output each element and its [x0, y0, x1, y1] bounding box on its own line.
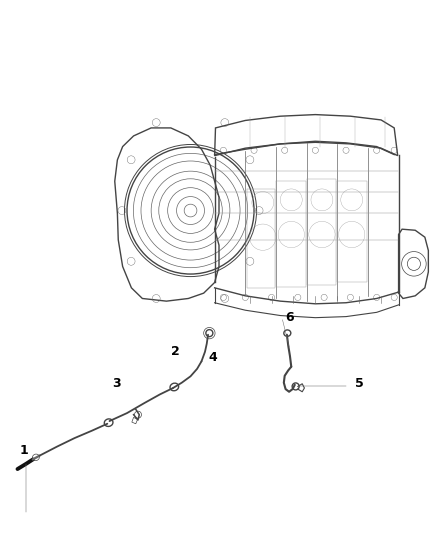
Text: 1: 1	[20, 444, 28, 457]
Text: 5: 5	[355, 377, 364, 390]
Text: 4: 4	[208, 351, 217, 364]
Text: 2: 2	[171, 345, 180, 358]
Text: 6: 6	[285, 311, 293, 324]
Text: 3: 3	[112, 377, 120, 390]
